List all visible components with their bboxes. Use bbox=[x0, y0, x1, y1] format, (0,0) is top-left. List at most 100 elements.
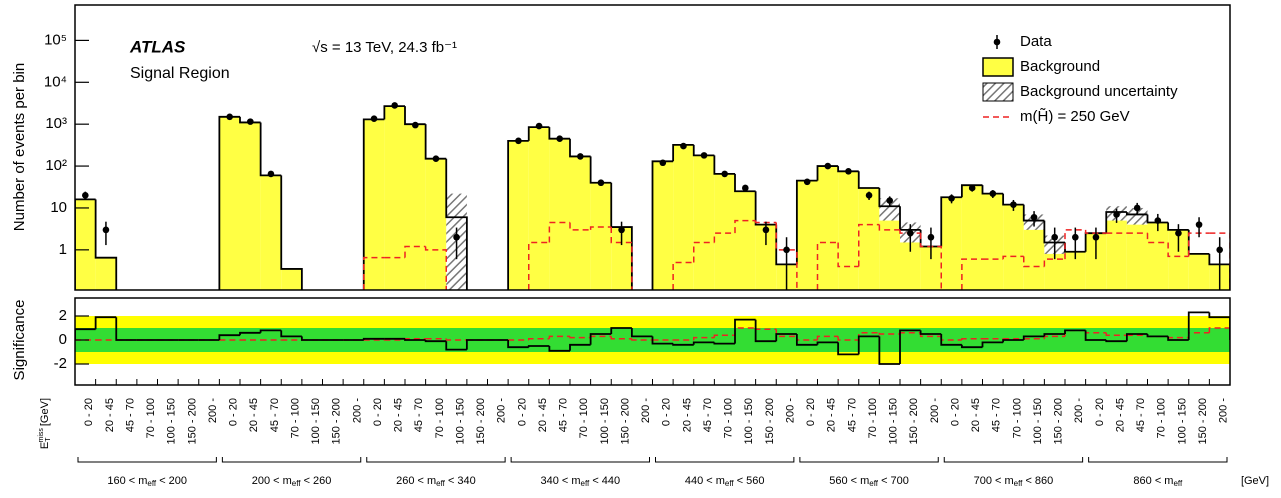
data-point bbox=[556, 135, 563, 143]
signal-line bbox=[1064, 229, 1086, 260]
bin-label: 150 - 200 bbox=[331, 398, 343, 444]
bin-label: 70 - 100 bbox=[1156, 398, 1168, 438]
signal-significance bbox=[816, 335, 839, 340]
significance bbox=[569, 343, 591, 351]
signal-significance bbox=[693, 336, 715, 340]
group-bracket bbox=[510, 457, 650, 463]
signal-significance bbox=[713, 334, 735, 338]
bin-label: 70 - 100 bbox=[289, 398, 301, 438]
background-bar bbox=[652, 161, 674, 290]
significance bbox=[465, 339, 488, 350]
bin-label: 20 - 45 bbox=[970, 398, 982, 432]
significance bbox=[960, 344, 983, 349]
bin-label: 70 - 100 bbox=[1011, 398, 1023, 438]
background-bar bbox=[941, 197, 962, 290]
y-tick-label: 10⁴ bbox=[44, 73, 67, 90]
background-bar bbox=[240, 122, 261, 290]
data-point bbox=[1010, 201, 1017, 208]
bin-label: 200 - bbox=[929, 398, 941, 423]
bin-label: 70 - 100 bbox=[145, 398, 157, 438]
background-line bbox=[589, 156, 612, 184]
background-bar bbox=[384, 106, 405, 290]
data-point bbox=[1092, 233, 1100, 241]
significance bbox=[239, 331, 261, 336]
data-point bbox=[1072, 233, 1079, 241]
bin-label: 150 - 200 bbox=[764, 398, 776, 444]
data-point bbox=[226, 113, 233, 121]
signal-line bbox=[528, 241, 550, 290]
background-line bbox=[754, 191, 777, 226]
significance bbox=[1167, 336, 1189, 341]
data-point bbox=[1051, 233, 1058, 241]
bin-label: 70 - 100 bbox=[723, 398, 735, 438]
significance bbox=[280, 330, 302, 338]
background-line bbox=[816, 165, 839, 181]
significance bbox=[1002, 339, 1024, 343]
bin-label: 45 - 70 bbox=[991, 398, 1003, 432]
data-point bbox=[1113, 211, 1120, 218]
group-bracket bbox=[221, 457, 362, 463]
signal-significance bbox=[878, 332, 900, 335]
background-bar bbox=[281, 268, 302, 290]
background-line bbox=[672, 144, 694, 162]
bin-label: 45 - 70 bbox=[846, 398, 858, 432]
background-bar bbox=[363, 119, 385, 290]
group-label: 260 < meff < 340 bbox=[396, 475, 476, 488]
data-point bbox=[391, 102, 398, 109]
bin-label: 100 - 150 bbox=[1176, 398, 1188, 444]
group-label: 200 < meff < 260 bbox=[252, 475, 332, 488]
background-line bbox=[795, 179, 818, 265]
bin-label: 100 - 150 bbox=[310, 398, 322, 444]
background-bar bbox=[405, 124, 426, 290]
background-bar bbox=[796, 180, 818, 290]
bin-label: 0 - 20 bbox=[83, 398, 95, 426]
background-line bbox=[713, 155, 735, 175]
background-bar bbox=[528, 127, 550, 290]
signal-line bbox=[693, 241, 715, 263]
background-line bbox=[651, 160, 674, 290]
data-point bbox=[886, 197, 893, 204]
signal-significance bbox=[631, 338, 653, 341]
significance bbox=[981, 341, 1004, 348]
signal-line bbox=[1146, 233, 1169, 244]
significance bbox=[878, 336, 900, 365]
region: Signal Region bbox=[130, 65, 230, 82]
background-line bbox=[878, 187, 900, 208]
bin-label: 200 - bbox=[640, 398, 652, 423]
data-point bbox=[742, 184, 749, 192]
signal-line bbox=[363, 256, 385, 290]
background-bar bbox=[1147, 222, 1169, 290]
bin-label: 0 - 20 bbox=[949, 398, 961, 426]
signal-line bbox=[1023, 256, 1045, 268]
y-tick-label: 1 bbox=[59, 241, 67, 258]
y2-label: Significance bbox=[11, 300, 28, 381]
group-label: 340 < meff < 440 bbox=[540, 475, 620, 488]
bin-label: 200 - bbox=[207, 398, 219, 423]
signal-line bbox=[1043, 258, 1065, 267]
data-point bbox=[1216, 246, 1223, 254]
signal-line bbox=[1084, 229, 1107, 234]
data-point bbox=[267, 170, 275, 178]
significance bbox=[589, 333, 612, 345]
background-line bbox=[404, 106, 426, 126]
bin-label: 150 - 200 bbox=[186, 398, 198, 444]
signal-line bbox=[404, 245, 426, 258]
background-bar bbox=[508, 140, 529, 290]
significance bbox=[218, 334, 240, 340]
signal-line bbox=[775, 222, 798, 290]
background-bar bbox=[1188, 253, 1210, 290]
main-panel bbox=[75, 102, 1230, 290]
group-bracket bbox=[366, 457, 506, 463]
bin-label: 20 - 45 bbox=[104, 398, 116, 432]
bin-label: 0 - 20 bbox=[661, 398, 673, 426]
signal-line bbox=[569, 222, 591, 231]
y-tick-label: 10⁵ bbox=[44, 31, 67, 48]
background-line bbox=[424, 124, 447, 160]
bin-label: 0 - 20 bbox=[1094, 398, 1106, 426]
background-bar bbox=[549, 138, 570, 290]
y-label: Number of events per bin bbox=[11, 63, 28, 231]
background-bar bbox=[920, 246, 942, 290]
significance bbox=[1064, 329, 1086, 334]
data-point bbox=[1195, 221, 1203, 228]
bin-label: 0 - 20 bbox=[516, 398, 528, 426]
